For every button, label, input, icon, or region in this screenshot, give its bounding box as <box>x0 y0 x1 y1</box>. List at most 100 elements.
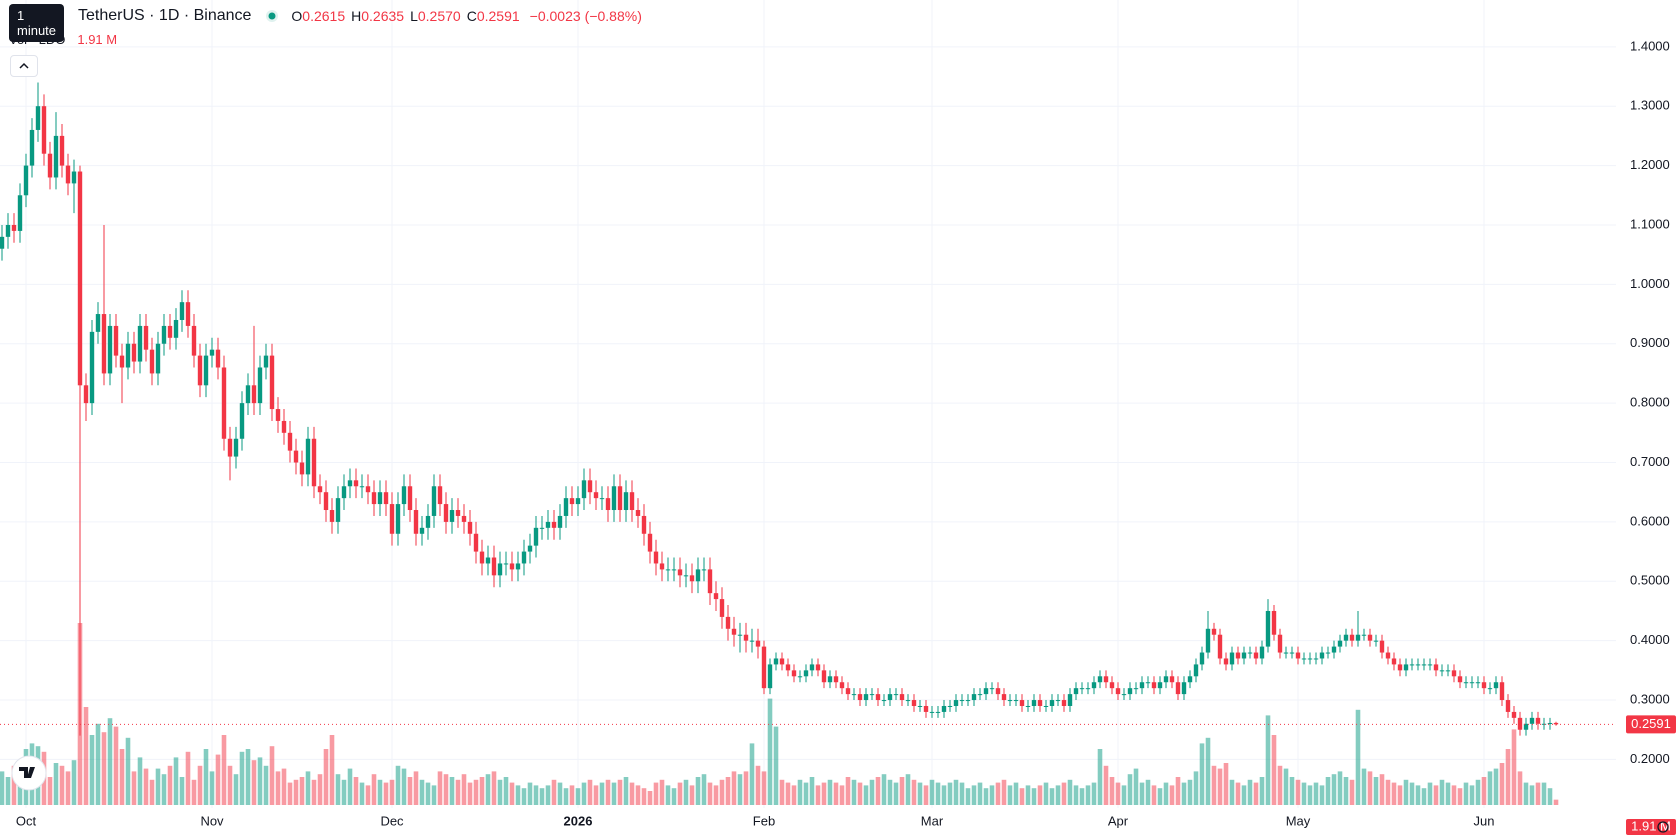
volume-bar <box>1361 768 1367 805</box>
candle-body <box>1319 652 1325 659</box>
candle-body <box>1085 688 1091 690</box>
candle-body <box>1013 700 1019 702</box>
volume-bar <box>161 774 167 805</box>
candle-body <box>1517 717 1523 730</box>
candle-body <box>413 510 419 534</box>
candle-body <box>491 557 497 576</box>
volume-bar <box>1391 782 1397 805</box>
volume-bar <box>659 779 665 805</box>
candle-body <box>617 486 623 511</box>
volume-bar <box>0 771 5 805</box>
volume-bar <box>125 737 131 805</box>
volume-bar <box>1313 782 1319 805</box>
volume-bar <box>71 760 77 805</box>
volume-value: 1.91 M <box>77 32 118 47</box>
x-tick-label: Nov <box>200 813 224 828</box>
volume-bar <box>1283 768 1289 805</box>
candle-body <box>149 349 155 374</box>
volume-bar <box>209 771 215 805</box>
ohlc-value: 0.2635 <box>361 8 405 24</box>
candle-body <box>65 165 71 184</box>
candle-body <box>1199 652 1205 665</box>
volume-bar <box>551 779 557 805</box>
symbol-title[interactable]: TetherUS · 1D · Binance <box>78 7 252 24</box>
y-tick-label: 0.5000 <box>1630 573 1670 588</box>
volume-bar <box>1067 779 1073 805</box>
price-badge-label: 0.2591 <box>1631 716 1671 731</box>
candle-body <box>1001 694 1007 701</box>
candle-body <box>629 492 635 511</box>
candle-body <box>1073 688 1079 695</box>
volume-bar <box>5 777 11 805</box>
volume-title[interactable]: Vol · LDO <box>9 32 66 47</box>
candle-body <box>1421 664 1427 666</box>
candle-body <box>419 527 425 534</box>
volume-bar <box>1505 749 1511 805</box>
candle-body <box>953 700 959 706</box>
ohlc-key: L <box>410 8 418 24</box>
candle-body <box>1223 658 1229 665</box>
volume-bar <box>479 777 485 805</box>
candle-body <box>809 664 815 671</box>
volume-bar <box>821 782 827 805</box>
volume-bar <box>1499 763 1505 805</box>
candle-body <box>1553 722 1559 725</box>
volume-bar <box>1481 777 1487 805</box>
ohlc-key: C <box>466 8 477 24</box>
volume-bar <box>887 779 893 805</box>
volume-bar <box>833 782 839 805</box>
candle-body <box>1265 610 1271 647</box>
candle-body <box>1283 652 1289 654</box>
candle-body <box>1097 676 1103 683</box>
candle-body <box>131 343 137 362</box>
volume-bar <box>299 777 305 805</box>
volume-bar <box>1157 788 1163 805</box>
candle-body <box>371 492 377 505</box>
volume-bar <box>461 774 467 805</box>
volume-bar <box>617 779 623 805</box>
volume-bar <box>635 785 641 805</box>
candle-body <box>1349 634 1355 641</box>
candle-body <box>305 438 311 475</box>
volume-bar <box>425 782 431 805</box>
volume-bar <box>851 779 857 805</box>
volume-bar <box>857 782 863 805</box>
volume-bar <box>365 785 371 805</box>
candle-body <box>1463 682 1469 684</box>
volume-bar <box>1163 782 1169 805</box>
candle-body <box>935 711 941 713</box>
volume-bar <box>1493 768 1499 805</box>
candle-body <box>1217 634 1223 659</box>
collapse-button[interactable] <box>10 55 38 77</box>
volume-bar <box>605 779 611 805</box>
candle-body <box>623 492 629 511</box>
volume-bar <box>1469 785 1475 805</box>
volume-bar <box>395 765 401 805</box>
volume-bar <box>815 785 821 805</box>
candle-body <box>1235 652 1241 659</box>
volume-bar <box>1001 779 1007 805</box>
candle-body <box>1367 634 1373 641</box>
candle-body <box>785 664 791 671</box>
volume-bar <box>1385 779 1391 805</box>
candle-body <box>821 670 827 683</box>
volume-bar <box>431 785 437 805</box>
volume-bar <box>1529 785 1535 805</box>
candle-body <box>599 498 605 500</box>
candle-body <box>647 533 653 552</box>
volume-bar <box>467 782 473 805</box>
change-pct: (−0.88%) <box>584 8 642 24</box>
candle-body <box>1133 688 1139 690</box>
ohlc-key: O <box>291 8 303 24</box>
volume-bar <box>191 779 197 805</box>
candle-body <box>707 569 713 594</box>
volume-bar <box>1151 785 1157 805</box>
volume-bar <box>1511 729 1517 805</box>
candle-body <box>569 498 575 505</box>
volume-bar <box>1097 749 1103 805</box>
volume-bar <box>383 782 389 805</box>
change: −0.0023 <box>529 8 581 24</box>
candle-body <box>1139 682 1145 689</box>
volume-bar <box>587 779 593 805</box>
